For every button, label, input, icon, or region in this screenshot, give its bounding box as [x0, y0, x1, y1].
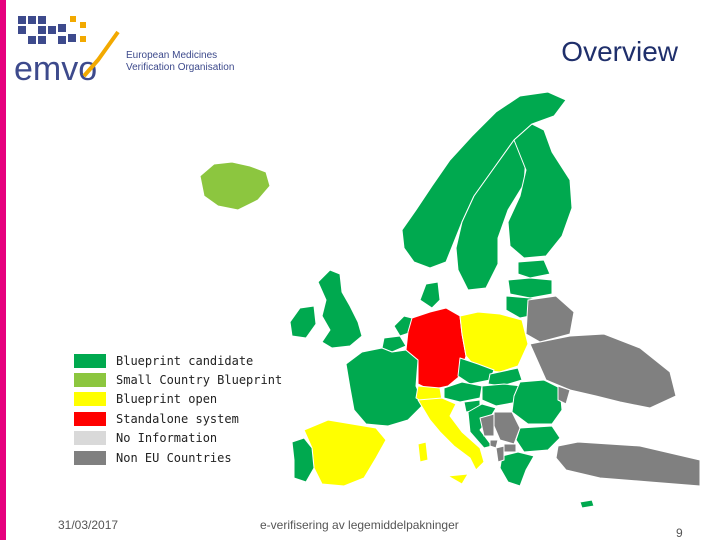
slide-title: Overview	[561, 36, 678, 67]
accent-bar	[0, 0, 6, 540]
map-italy-sicily	[447, 473, 469, 485]
map-sweden	[455, 139, 527, 291]
legend-label: Small Country Blueprint	[116, 373, 283, 388]
map-albania	[495, 445, 505, 463]
legend-label: Standalone system	[116, 411, 239, 426]
legend-label: No Information	[116, 431, 218, 446]
map-turkey	[555, 441, 701, 487]
svg-text:emvo: emvo	[14, 50, 97, 88]
map-bosnia	[479, 413, 495, 437]
map-spain	[303, 419, 387, 487]
legend-swatch	[74, 411, 106, 426]
legend-swatch	[74, 353, 106, 368]
map-slovakia	[487, 367, 523, 387]
legend-item-blueprint-open: Blueprint open	[74, 390, 282, 409]
slide-footer-text: e-verifisering av legemiddelpakninger	[260, 518, 459, 532]
map-serbia	[493, 411, 521, 445]
map-belarus	[525, 295, 575, 343]
map-macedonia	[503, 443, 517, 453]
map-iceland	[199, 161, 271, 211]
legend-swatch	[74, 373, 106, 388]
slide-date: 31/03/2017	[58, 518, 119, 532]
legend-item-no-information: No Information	[74, 429, 282, 448]
map-austria	[443, 381, 483, 403]
map-estonia	[517, 259, 551, 279]
map-bulgaria	[515, 425, 561, 453]
map-france	[345, 347, 425, 427]
logo-org-line1: European Medicines	[126, 50, 218, 61]
map-norway	[401, 91, 567, 269]
map-portugal	[291, 437, 315, 483]
slide-page-number: 9	[676, 526, 683, 540]
legend-label: Blueprint open	[116, 392, 218, 407]
map-latvia	[507, 277, 553, 299]
map-italy	[417, 397, 485, 471]
map-finland	[507, 123, 573, 259]
legend-item-non-eu-countries: Non EU Countries	[74, 448, 282, 467]
emvo-logo-mark: emvo	[14, 16, 120, 88]
legend-swatch	[74, 431, 106, 446]
map-belgium	[381, 335, 407, 353]
map-united-kingdom	[317, 269, 363, 349]
map-greece	[499, 451, 535, 487]
map-poland	[459, 311, 529, 373]
map-legend: Blueprint candidate Small Country Bluepr…	[74, 351, 282, 467]
legend-item-standalone-system: Standalone system	[74, 409, 282, 428]
legend-swatch	[74, 450, 106, 465]
map-romania	[511, 379, 563, 425]
map-denmark	[419, 281, 441, 309]
legend-swatch	[74, 392, 106, 407]
legend-item-small-country-blueprint: Small Country Blueprint	[74, 370, 282, 389]
legend-label: Blueprint candidate	[116, 353, 254, 368]
logo-org-line2: Verification Organisation	[126, 62, 235, 73]
legend-item-blueprint-candidate: Blueprint candidate	[74, 351, 282, 370]
emvo-logo: emvo	[14, 8, 224, 88]
legend-label: Non EU Countries	[116, 450, 232, 465]
map-ireland	[289, 305, 317, 339]
map-cyprus	[579, 499, 595, 509]
map-italy-sardinia	[417, 441, 429, 463]
map-moldova	[557, 385, 571, 405]
logo-org-name: European Medicines Verification Organisa…	[126, 50, 234, 74]
map-montenegro	[489, 439, 499, 449]
